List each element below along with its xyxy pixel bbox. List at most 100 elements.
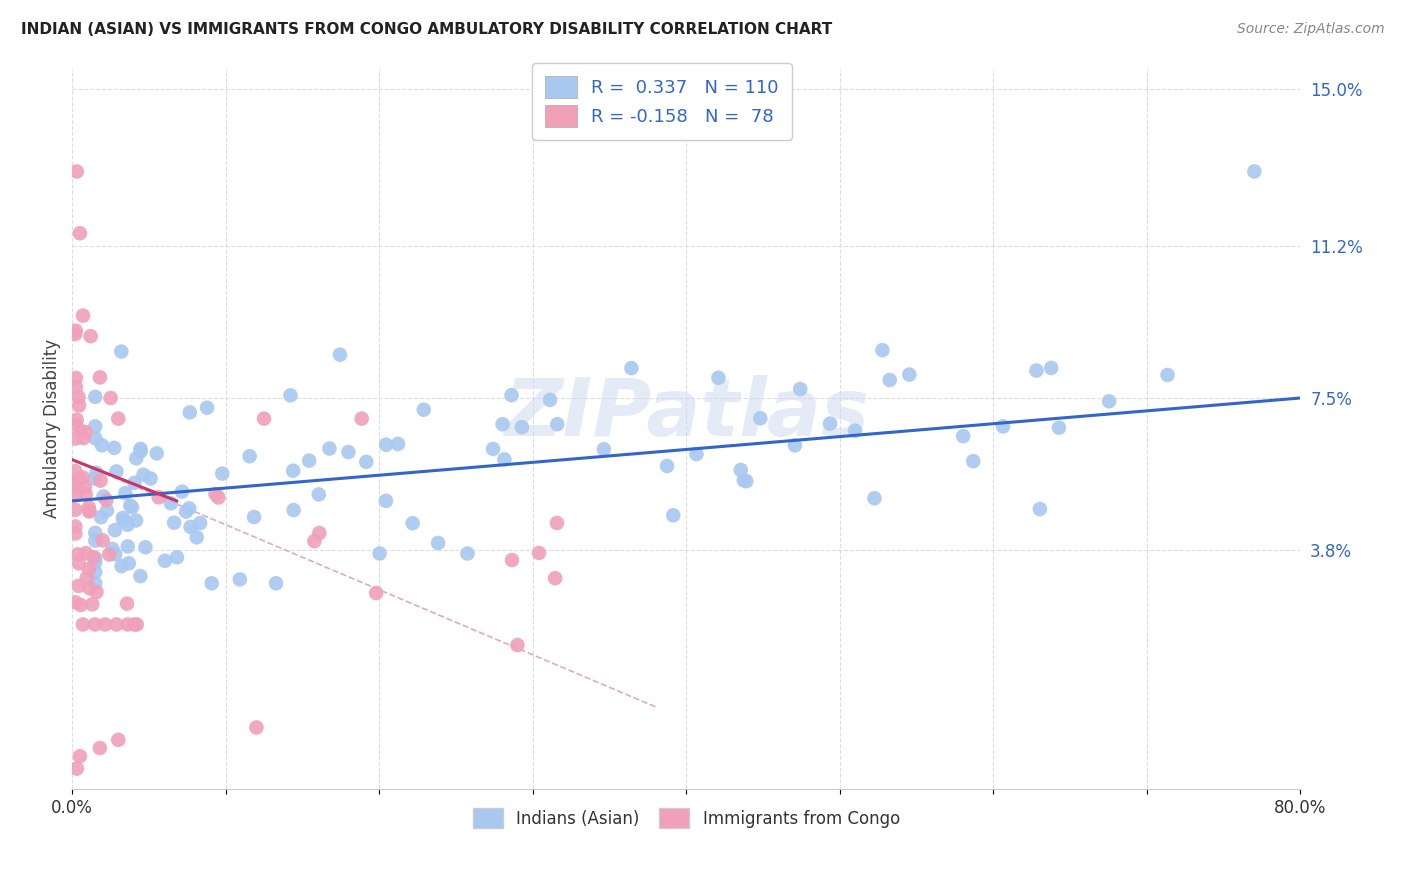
Point xyxy=(103,441,125,455)
Point xyxy=(84,525,107,540)
Point xyxy=(75,487,97,501)
Point xyxy=(66,164,89,178)
Point xyxy=(110,344,132,359)
Point xyxy=(253,411,276,425)
Point xyxy=(125,513,148,527)
Point xyxy=(118,556,141,570)
Point xyxy=(412,402,434,417)
Point xyxy=(132,467,155,482)
Point xyxy=(368,547,391,561)
Point xyxy=(84,576,107,591)
Point xyxy=(65,324,87,338)
Point xyxy=(70,424,93,438)
Point xyxy=(93,489,115,503)
Point xyxy=(879,373,901,387)
Text: Source: ZipAtlas.com: Source: ZipAtlas.com xyxy=(1237,22,1385,37)
Point xyxy=(204,487,226,501)
Point xyxy=(163,516,186,530)
Point xyxy=(117,617,139,632)
Point xyxy=(82,598,104,612)
Point xyxy=(98,548,121,562)
Point xyxy=(546,417,568,432)
Point xyxy=(153,554,176,568)
Point xyxy=(86,466,108,480)
Point xyxy=(67,557,90,571)
Point xyxy=(75,425,97,439)
Point xyxy=(482,442,505,456)
Point xyxy=(72,617,94,632)
Point xyxy=(318,442,340,456)
Point xyxy=(962,454,984,468)
Point xyxy=(201,576,224,591)
Point xyxy=(749,411,772,425)
Point xyxy=(129,442,152,456)
Point xyxy=(67,399,90,413)
Point xyxy=(84,431,107,445)
Point xyxy=(280,388,302,402)
Point xyxy=(89,370,111,384)
Point xyxy=(76,571,98,585)
Text: ZIPatlas: ZIPatlas xyxy=(503,376,869,453)
Point xyxy=(1098,394,1121,409)
Point xyxy=(124,475,146,490)
Point xyxy=(65,380,87,394)
Point xyxy=(898,368,921,382)
Point xyxy=(991,419,1014,434)
Point xyxy=(730,463,752,477)
Point xyxy=(243,510,266,524)
Text: INDIAN (ASIAN) VS IMMIGRANTS FROM CONGO AMBULATORY DISABILITY CORRELATION CHART: INDIAN (ASIAN) VS IMMIGRANTS FROM CONGO … xyxy=(21,22,832,37)
Point xyxy=(65,478,87,492)
Point xyxy=(96,503,118,517)
Point xyxy=(544,571,567,585)
Point xyxy=(148,490,170,504)
Point xyxy=(72,431,94,445)
Point xyxy=(65,327,87,342)
Point xyxy=(79,582,101,596)
Point xyxy=(66,762,89,776)
Point xyxy=(79,504,101,518)
Point xyxy=(65,473,87,487)
Point xyxy=(101,541,124,556)
Point xyxy=(281,464,304,478)
Point xyxy=(67,390,90,404)
Point xyxy=(402,516,425,531)
Point xyxy=(69,749,91,764)
Point xyxy=(1029,502,1052,516)
Point xyxy=(112,513,135,527)
Point xyxy=(82,550,104,565)
Point xyxy=(207,491,229,505)
Point xyxy=(91,533,114,548)
Point xyxy=(707,370,730,384)
Point xyxy=(65,418,87,433)
Point xyxy=(77,504,100,518)
Point xyxy=(77,500,100,515)
Point xyxy=(245,721,267,735)
Point xyxy=(84,472,107,486)
Point xyxy=(66,413,89,427)
Point xyxy=(84,419,107,434)
Point xyxy=(72,309,94,323)
Point xyxy=(124,617,146,632)
Point xyxy=(65,432,87,446)
Point xyxy=(1156,368,1178,382)
Point xyxy=(356,455,378,469)
Point xyxy=(125,451,148,466)
Point xyxy=(65,488,87,502)
Point xyxy=(77,562,100,576)
Point xyxy=(84,617,107,632)
Point xyxy=(107,411,129,425)
Point xyxy=(90,510,112,524)
Point xyxy=(1243,164,1265,178)
Point xyxy=(844,424,866,438)
Point xyxy=(117,517,139,532)
Point xyxy=(84,565,107,579)
Point xyxy=(620,361,643,376)
Point xyxy=(264,576,287,591)
Point xyxy=(789,382,811,396)
Point xyxy=(65,502,87,516)
Point xyxy=(100,391,122,405)
Point xyxy=(872,343,894,358)
Point xyxy=(655,458,678,473)
Point xyxy=(1047,420,1070,434)
Point xyxy=(84,551,107,566)
